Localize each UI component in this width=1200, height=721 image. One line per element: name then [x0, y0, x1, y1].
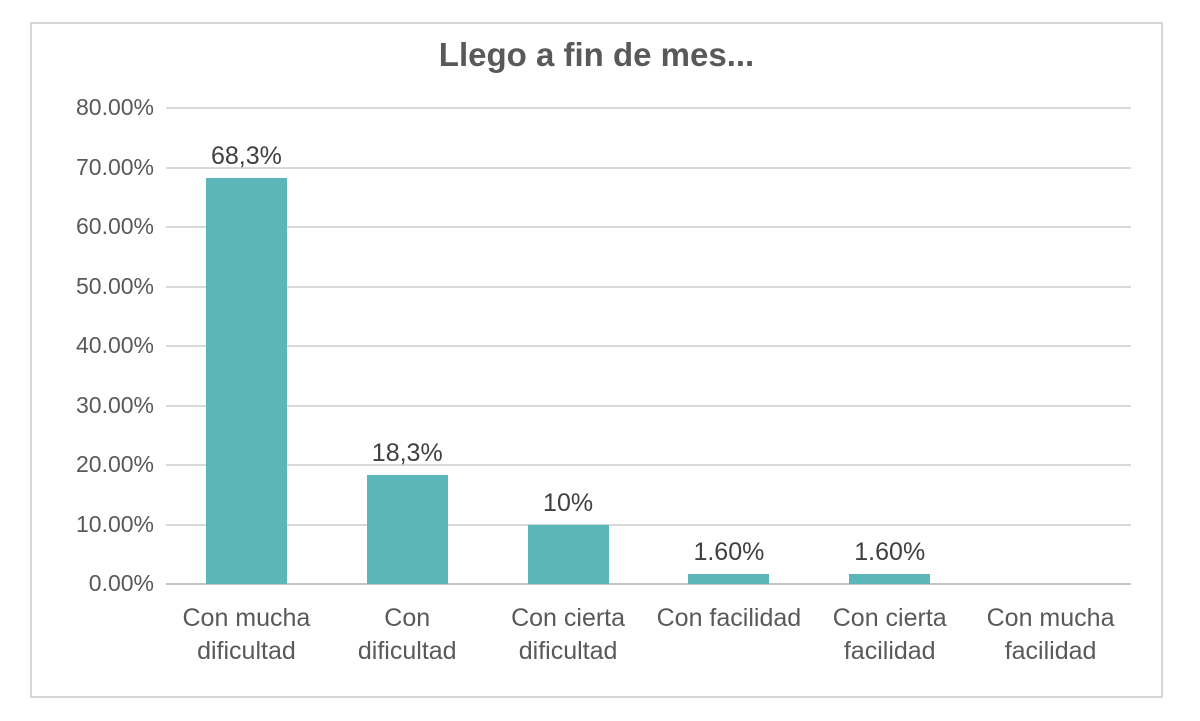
y-tick-label: 40.00%	[75, 331, 154, 358]
gridline	[166, 464, 1131, 466]
x-category-label: Con cierta facilidad	[832, 604, 947, 665]
y-tick-label: 0.00%	[88, 569, 154, 596]
gridline	[166, 523, 1131, 526]
x-category-label: Con facilidad	[656, 604, 802, 632]
plot-area: 68,3% 18,3% 10% 1.60% 1.60%	[166, 107, 1131, 585]
bar-series: 68,3% 18,3% 10% 1.60% 1.60%	[166, 108, 1131, 584]
gridline	[166, 107, 1131, 109]
x-axis-line	[166, 583, 1131, 585]
bar-slot	[970, 108, 1131, 584]
gridline	[166, 226, 1131, 228]
data-label: 1.60%	[693, 538, 765, 567]
y-tick-label: 70.00%	[75, 153, 154, 180]
bar[interactable]	[527, 524, 609, 584]
y-tick-label: 60.00%	[75, 212, 154, 239]
data-label: 10%	[543, 488, 594, 517]
x-category-label: Con cierta dificultad	[511, 604, 626, 665]
bar[interactable]	[366, 475, 448, 584]
gridline	[166, 285, 1131, 288]
x-category-label: Con dificultad	[357, 604, 457, 665]
y-tick-label: 20.00%	[75, 450, 154, 477]
y-tick-label: 50.00%	[75, 272, 154, 299]
data-label: 18,3%	[371, 439, 443, 468]
bar[interactable]	[205, 177, 287, 584]
y-tick-label: 30.00%	[75, 391, 154, 418]
gridline	[166, 404, 1131, 407]
gridline	[166, 166, 1131, 169]
data-label: 1.60%	[854, 538, 926, 567]
y-axis-labels: 80.00% 70.00% 60.00% 50.00% 40.00% 30.00% 20.0…	[32, 94, 154, 596]
x-category-label: Con mucha dificultad	[182, 604, 311, 665]
y-tick-label: 10.00%	[75, 510, 154, 537]
bar-slot: 1.60%	[809, 108, 970, 584]
x-axis-labels: Con mucha dificultad Con dificultad Con ci…	[166, 602, 1131, 667]
gridline	[166, 345, 1131, 347]
y-tick-label: 80.00%	[75, 93, 154, 120]
data-label: 68,3%	[210, 141, 282, 170]
bar[interactable]	[849, 574, 931, 584]
bar-slot: 1.60%	[648, 108, 809, 584]
bar[interactable]	[688, 574, 770, 584]
bar-slot: 10%	[488, 108, 649, 584]
bar-slot: 68,3%	[166, 108, 327, 584]
chart-title: Llego a fin de mes...	[438, 36, 755, 73]
bar-slot: 18,3%	[327, 108, 488, 584]
x-category-label: Con mucha facilidad	[986, 604, 1115, 665]
chart-frame: Llego a fin de mes... 80.00% 70.00% 60.00%…	[30, 22, 1163, 698]
